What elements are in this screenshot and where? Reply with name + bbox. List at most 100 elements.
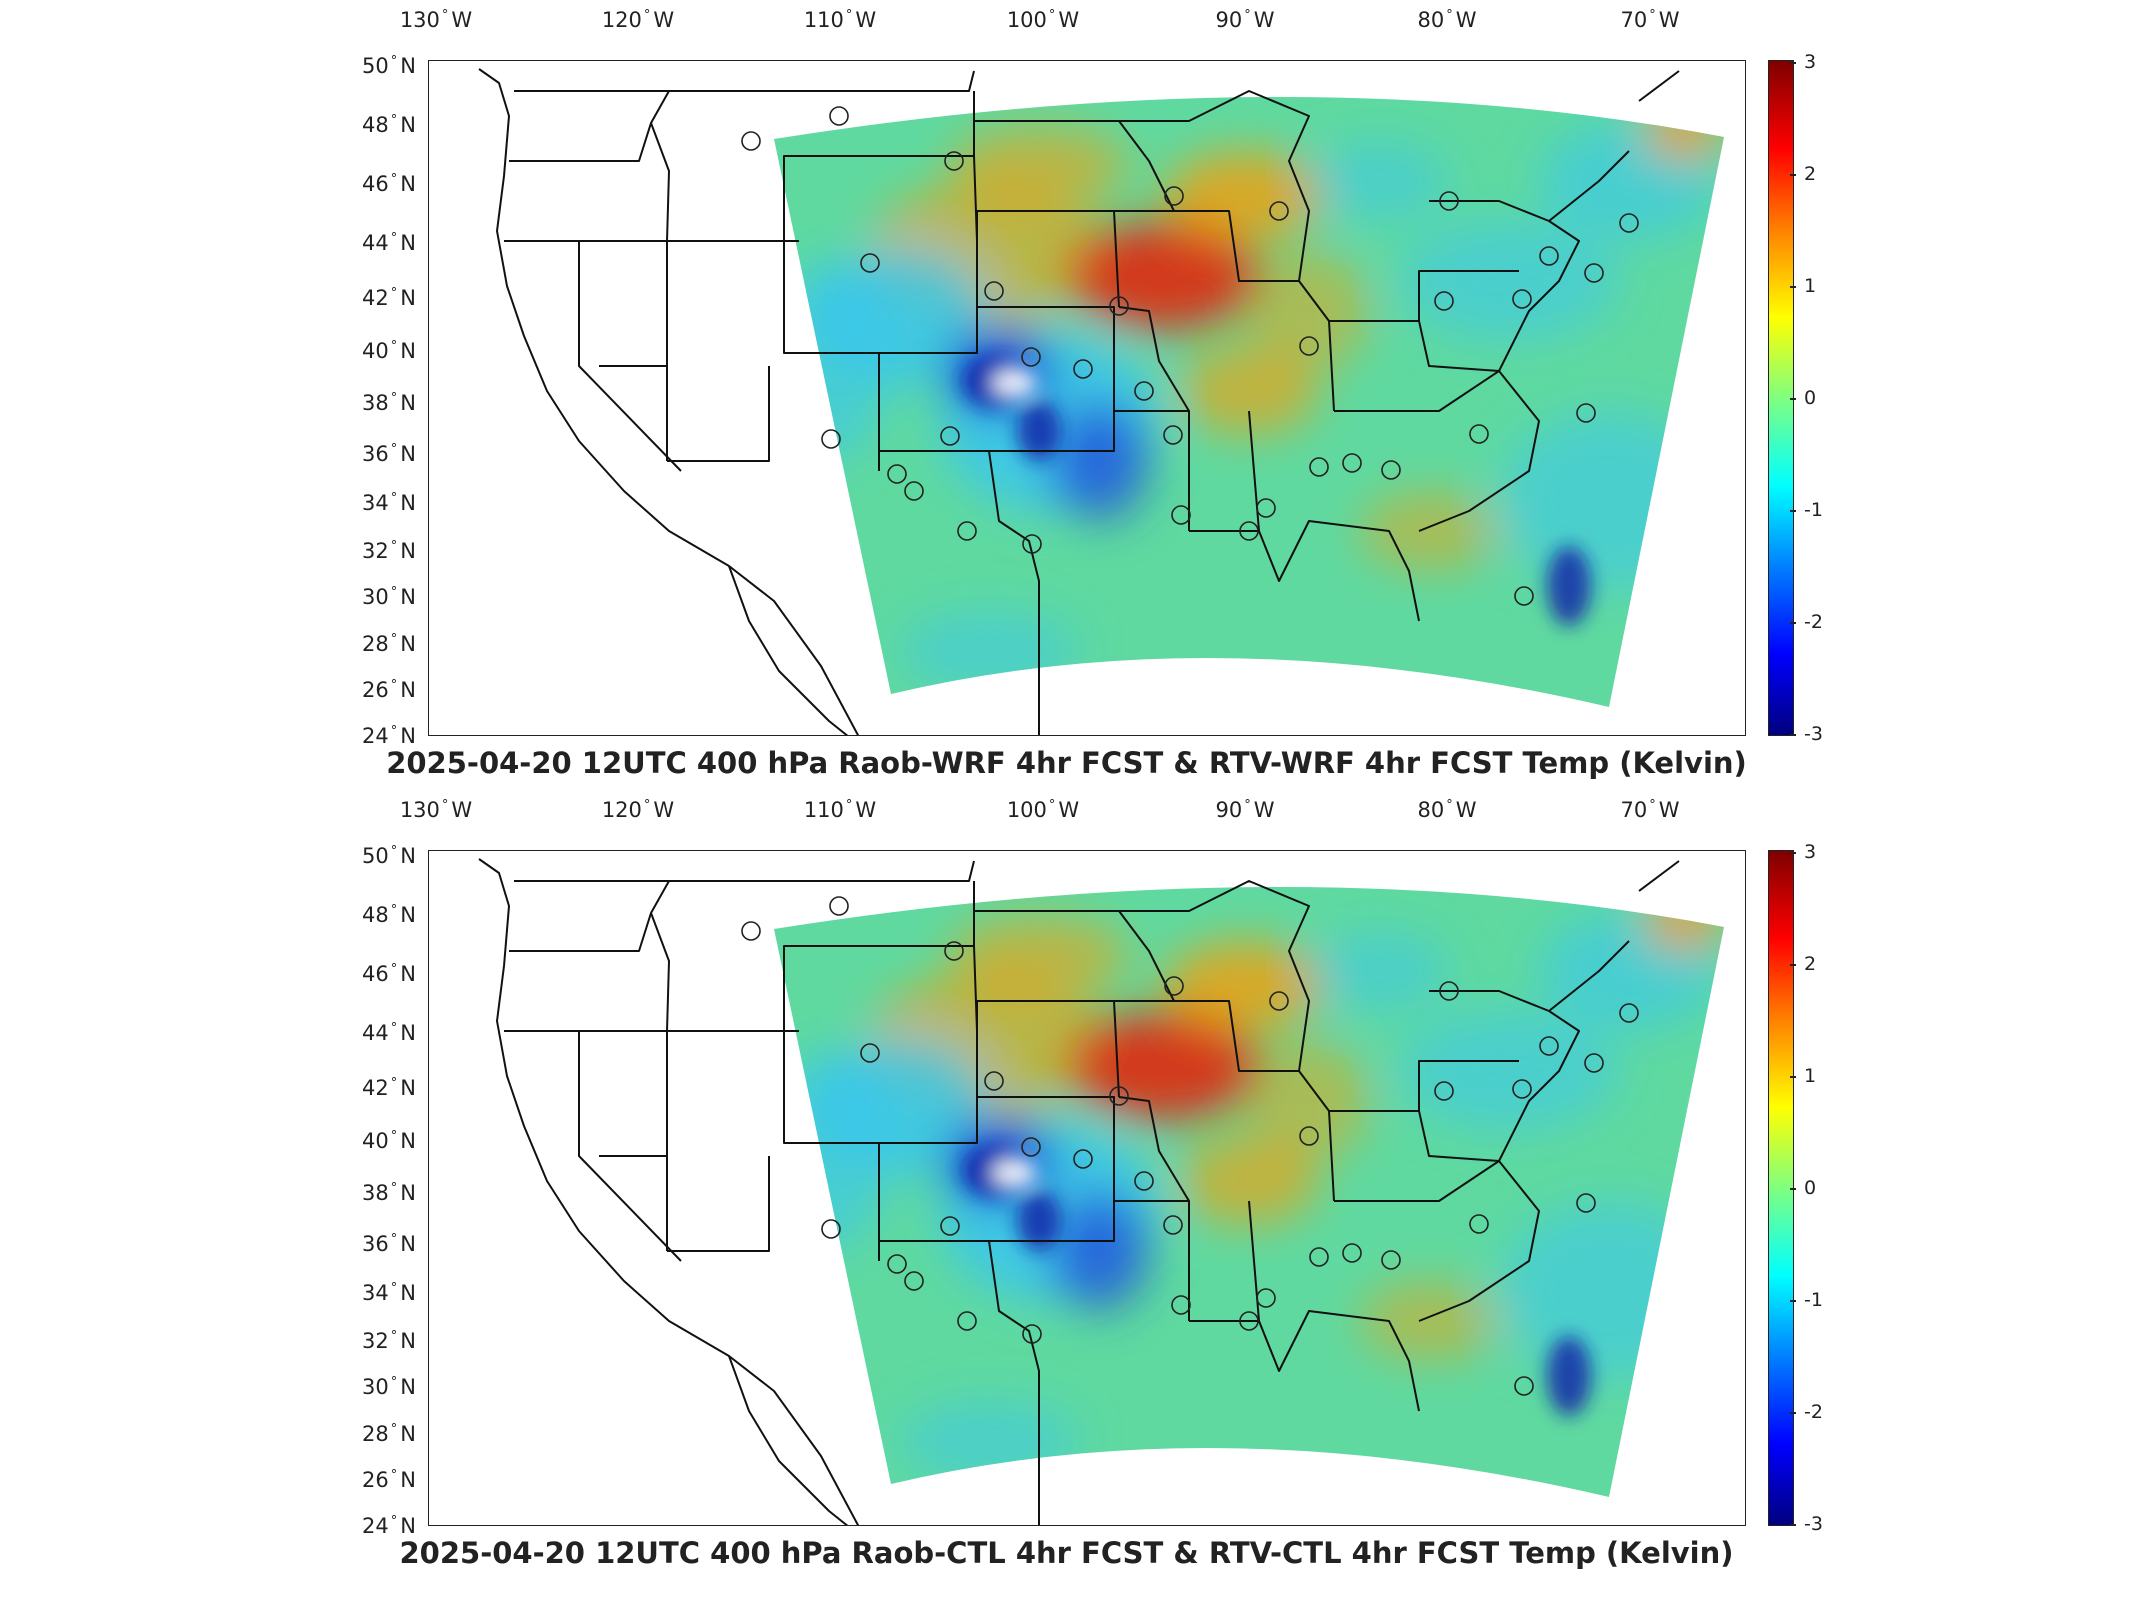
cold-core-patch (776, 393, 812, 449)
boundary-line (478, 858, 860, 1525)
boundary-line (1118, 1096, 1190, 1202)
raob-station-marker (984, 1071, 1004, 1091)
raob-station-marker (957, 1311, 977, 1331)
latitude-label: 42 ° N (362, 1076, 416, 1100)
raob-station-marker (1514, 586, 1534, 606)
raob-station-marker (1269, 991, 1289, 1011)
boundary-line (514, 70, 975, 92)
boundary-line (578, 1031, 682, 1262)
raob-station-marker (887, 464, 907, 484)
raob-station-marker (1439, 981, 1459, 1001)
raob-station-marker (1171, 505, 1191, 525)
anomaly-patch (899, 611, 1079, 691)
missing-data-patch (1702, 303, 1724, 351)
boundary-line (1329, 1110, 1500, 1162)
raob-station-marker (1309, 457, 1329, 477)
raob-station-marker (904, 481, 924, 501)
raob-station-marker (1073, 359, 1093, 379)
boundary-line (989, 1201, 1115, 1242)
colorbar-tick-label: 2 (1804, 953, 1817, 975)
latitude-label: 36 ° N (362, 1232, 416, 1256)
raob-station-marker (1299, 336, 1319, 356)
anomaly-patch (1179, 1136, 1319, 1226)
latitude-label: 44 ° N (362, 1021, 416, 1045)
longitude-label: 100 ° W (1006, 8, 1080, 32)
panel-title: 2025-04-20 12UTC 400 hPa Raob-WRF 4hr FC… (386, 746, 1747, 780)
longitude-label: 130 ° W (399, 8, 473, 32)
raob-station-marker (1539, 1036, 1559, 1056)
latitude-label: 40 ° N (362, 1129, 416, 1153)
colorbar-tick-label: 0 (1804, 1177, 1817, 1199)
boundary-line (1118, 306, 1190, 412)
raob-station-marker (1439, 191, 1459, 211)
colorbar-tick-mark (1790, 1076, 1796, 1078)
anomaly-patch (1249, 1041, 1369, 1161)
raob-station-marker (1021, 347, 1041, 367)
latitude-label: 30 ° N (362, 585, 416, 609)
raob-station-marker (904, 1271, 924, 1291)
raob-station-marker (821, 1219, 841, 1239)
raob-station-marker (1164, 186, 1184, 206)
longitude-label: 70 ° W (1620, 798, 1680, 822)
boundary-line (509, 880, 670, 952)
anomaly-patch (1249, 251, 1369, 371)
raob-station-marker (860, 1043, 880, 1063)
latitude-label: 50 ° N (362, 54, 416, 78)
colorbar-tick-label: 3 (1804, 51, 1817, 73)
colorbar-tick-label: -2 (1804, 611, 1823, 633)
raob-station-marker (741, 131, 761, 151)
longitude-label: 70 ° W (1620, 8, 1680, 32)
boundary-line (478, 68, 860, 735)
raob-station-marker (1022, 534, 1042, 554)
latitude-label: 46 ° N (362, 172, 416, 196)
boundary-line (1329, 320, 1500, 372)
colorbar-tick-label: -2 (1804, 1401, 1823, 1423)
raob-station-marker (1512, 1079, 1532, 1099)
anomaly-patch (1049, 401, 1149, 521)
raob-station-marker (860, 253, 880, 273)
latitude-label: 28 ° N (362, 1422, 416, 1446)
boundary-line (1638, 860, 1680, 892)
anomaly-patch (1644, 101, 1724, 161)
missing-data-patch (992, 369, 1036, 397)
raob-station-marker (1164, 976, 1184, 996)
raob-station-marker (1022, 1324, 1042, 1344)
colorbar-tick-mark (1790, 398, 1796, 400)
latitude-label: 38 ° N (362, 1181, 416, 1205)
latitude-label: 50 ° N (362, 844, 416, 868)
longitude-label: 120 ° W (601, 8, 675, 32)
boundary-line (1334, 1160, 1540, 1322)
raob-station-marker (1584, 1053, 1604, 1073)
boundary-line (976, 210, 1120, 308)
longitude-label: 110 ° W (803, 8, 877, 32)
longitude-label: 90 ° W (1215, 798, 1275, 822)
boundary-line (650, 912, 670, 1032)
boundary-line (650, 122, 670, 242)
colorbar-tick-mark (1790, 734, 1796, 736)
boundary-line (976, 1000, 1120, 1098)
boundary-line (578, 241, 682, 472)
raob-station-marker (1434, 291, 1454, 311)
boundary-line (514, 860, 975, 882)
raob-stations (741, 106, 1639, 606)
colorbar-tick-label: 3 (1804, 841, 1817, 863)
anomaly-patch (1359, 491, 1499, 571)
colorbar-tick-label: 1 (1804, 1065, 1817, 1087)
cold-core-patch (1547, 1336, 1591, 1416)
anomaly-patch (899, 1401, 1079, 1481)
latitude-label: 48 ° N (362, 903, 416, 927)
latitude-label: 26 ° N (362, 678, 416, 702)
raob-station-marker (1469, 1214, 1489, 1234)
latitude-label: 38 ° N (362, 391, 416, 415)
raob-station-marker (1309, 1247, 1329, 1267)
raob-station-marker (1134, 1171, 1154, 1191)
boundary-line (974, 120, 1175, 212)
anomaly-patch (1499, 1201, 1719, 1381)
raob-station-marker (1381, 1250, 1401, 1270)
raob-station-marker (940, 426, 960, 446)
boundary-line (879, 1240, 1040, 1525)
boundary-line (509, 90, 670, 162)
boundary-line (1418, 1060, 1519, 1111)
raob-station-marker (944, 151, 964, 171)
state-boundaries (478, 858, 1680, 1525)
